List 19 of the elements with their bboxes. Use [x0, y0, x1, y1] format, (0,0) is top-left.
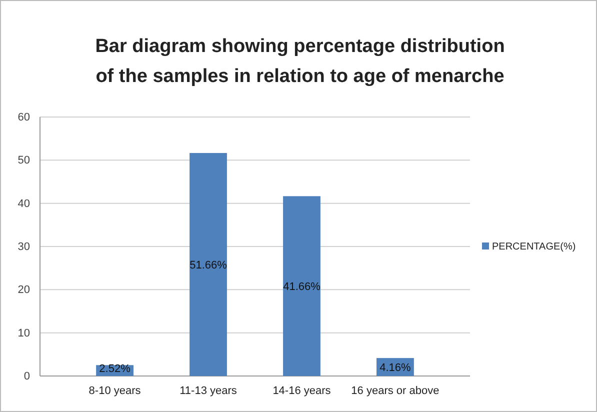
- x-tick-label: 11-13 years: [180, 384, 238, 397]
- text: 2.52%: [99, 363, 130, 375]
- bar: [190, 153, 227, 376]
- x-tick-label: 16 years or above: [351, 384, 440, 397]
- y-tick-label: 60: [18, 112, 30, 124]
- text: 4.16%: [380, 362, 411, 374]
- chart-title: Bar diagram showing percentage distribution of the samples in relation to age of menarche: [95, 36, 505, 87]
- y-tick-label: 50: [18, 154, 30, 167]
- y-tick-label: 30: [18, 241, 30, 254]
- legend-label: PERCENTAGE(%): [492, 242, 576, 252]
- x-tick-label: 14-16 years: [272, 384, 332, 397]
- y-tick-label: 0: [24, 370, 30, 383]
- y-tick-label: 10: [18, 327, 30, 340]
- y-tick-label: 40: [18, 198, 30, 210]
- text: 41.66%: [283, 281, 320, 294]
- text: 51.66%: [190, 260, 227, 272]
- y-tick-label: 20: [18, 284, 30, 296]
- bar: [283, 196, 320, 376]
- x-tick-label: 8-10 years: [88, 384, 142, 397]
